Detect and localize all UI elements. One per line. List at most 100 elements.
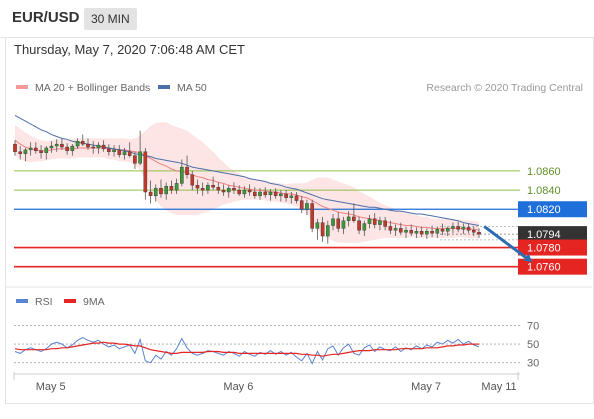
candle-body [404,230,408,233]
candle-body [268,191,273,196]
candle-body [258,191,262,197]
candle-body [284,193,288,198]
candle-body [107,148,111,152]
support-level-badge [518,258,587,275]
candle-body [352,216,356,221]
candle-body [18,151,23,154]
projection-arrow-line [483,225,528,260]
projection-arrowhead [523,253,533,262]
candle-body [466,227,471,231]
candle-body [247,189,252,193]
candle-body [451,226,455,229]
candle-body [28,147,33,151]
pivot-level-label: 1.0820 [527,204,561,216]
candle-body [299,200,304,210]
candle-body [180,166,184,184]
x-tick-label: May 6 [223,381,253,393]
candle-body [138,151,142,164]
candle-body [117,149,122,155]
candle-body [143,151,148,193]
instrument-name: EUR/USD [12,9,80,26]
legend-label-bollinger: MA 20 + Bollinger Bands [35,82,150,94]
candle-body [185,166,189,175]
candle-body [378,220,382,225]
candle-body [336,218,341,229]
legend-swatch-rsi [16,299,28,303]
candle-body [206,185,210,191]
ma50-line [14,114,480,226]
current-price-label: 1.0794 [527,229,561,241]
candle-body [346,216,351,221]
candle-body [372,218,377,225]
candle-body [54,143,59,147]
candle-body [122,151,127,155]
candle-body [39,150,43,153]
candle-body [195,185,200,189]
chart-datetime: Thursday, May 7, 2020 7:06:48 AM CET [14,42,245,57]
candle-body [65,146,69,152]
candle-body [326,225,330,237]
candle-body [34,147,38,152]
candle-body [49,145,54,149]
candle-body [242,189,247,195]
candle-body [430,231,434,234]
candle-body [362,223,367,231]
candle-body [133,155,137,164]
rsi-level-label: 50 [527,339,539,351]
candle-body [388,226,393,231]
candle-body [419,231,424,235]
candle-body [445,228,450,232]
support-level-label: 1.0760 [527,262,561,274]
candle-body [440,229,445,232]
candle-body [221,189,226,193]
candle-body [383,220,387,227]
candle-body [70,145,75,152]
legend-swatch-9ma [64,299,76,303]
legend-label-9ma: 9MA [83,296,105,308]
candle-body [253,191,257,197]
candle-body [23,149,28,154]
candle-body [273,191,278,197]
candle-body [164,186,168,195]
bollinger-band [15,122,479,243]
candle-body [341,220,346,229]
candle-body [60,143,64,148]
candle-body [289,195,294,198]
candle-body [200,187,205,191]
rsi-line [14,337,480,365]
candle-body [80,141,85,145]
candle-body [75,141,80,147]
candle-body [425,231,429,235]
candle-body [456,226,460,230]
candle-body [211,185,215,188]
candle-body [44,147,49,153]
candle-body [232,187,236,191]
x-tick-label: May 5 [36,381,66,393]
candle-body [471,230,476,233]
candle-body [96,144,101,149]
candle-body [226,187,231,193]
rsi-9ma-line [14,341,479,357]
target-level-label: 1.0840 [527,185,561,197]
candle-body [367,218,372,224]
x-tick-label: May 11 [481,381,516,393]
candle-body [112,149,116,152]
legend-label-rsi: RSI [35,296,53,308]
candle-body [310,203,314,229]
chart-credit: Research © 2020 Trading Central [426,82,583,94]
candle-body [101,144,106,150]
candle-body [159,187,163,195]
candle-body [320,222,325,237]
candle-body [305,203,309,210]
candle-body [86,143,90,148]
timeframe-badge[interactable]: 30 MIN [84,8,137,30]
candle-body [190,174,195,186]
candle-body [409,230,414,234]
candle-body [91,146,96,149]
support-level-label: 1.0780 [527,243,561,255]
candle-body [216,187,221,191]
support-level-badge [518,239,587,256]
x-tick-label: May 7 [411,381,441,393]
legend-swatch-bollinger [16,85,28,89]
candle-body [148,191,153,197]
